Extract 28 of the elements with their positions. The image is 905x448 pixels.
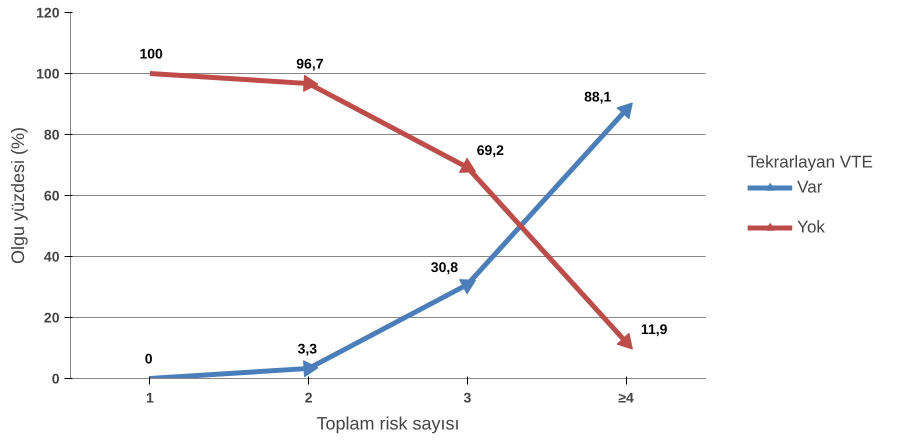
point <box>303 360 318 378</box>
y-tick-label: 60 <box>44 188 60 204</box>
data-label: 96,7 <box>296 56 324 72</box>
x-tick-label: ≥4 <box>618 390 634 406</box>
y-axis-title: Olgu yüzdesi (%) <box>8 126 28 264</box>
y-tick-label: 40 <box>44 248 60 264</box>
data-label: 30,8 <box>430 258 458 275</box>
y-tick-label: 120 <box>36 4 60 20</box>
point <box>303 74 318 92</box>
y-tick-label: 0 <box>52 370 60 386</box>
x-axis-title: Toplam risk sayısı <box>316 414 460 434</box>
legend-label: Yok <box>797 218 825 238</box>
legend-title: Tekrarlayan VTE <box>747 152 873 172</box>
data-label: 69,2 <box>476 142 504 158</box>
data-label: 3,3 <box>298 340 318 356</box>
data-label: 11,9 <box>640 320 668 337</box>
y-tick-label: 100 <box>36 66 60 82</box>
x-tick-label: 2 <box>304 390 313 406</box>
y-tick-label: 80 <box>44 126 60 142</box>
legend-label: Var <box>797 178 822 198</box>
data-label: 88,1 <box>584 88 612 104</box>
data-label: 0 <box>144 350 153 367</box>
point <box>616 332 633 350</box>
x-tick-label: 1 <box>146 390 154 406</box>
point <box>616 102 633 120</box>
data-label: 100 <box>139 46 164 62</box>
y-tick-label: 20 <box>44 310 60 326</box>
x-tick-label: 3 <box>463 390 472 406</box>
